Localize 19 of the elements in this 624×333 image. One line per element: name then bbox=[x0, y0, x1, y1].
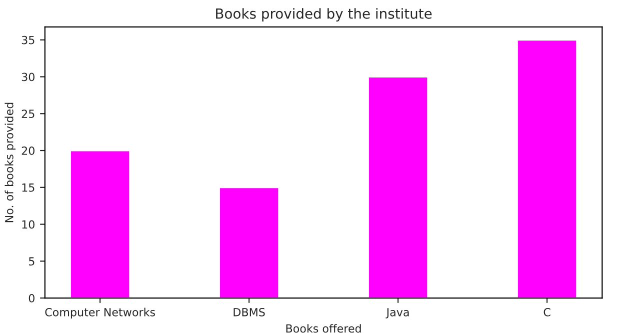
y-tick-label: 30 bbox=[22, 72, 34, 82]
y-tick-label: 5 bbox=[28, 257, 34, 266]
y-axis-title: No. of books provided bbox=[4, 102, 16, 222]
x-axis-title: Books offered bbox=[286, 324, 361, 333]
bar bbox=[368, 76, 429, 298]
x-tick-label: DBMS bbox=[234, 308, 265, 316]
y-tick-label: 10 bbox=[22, 220, 34, 229]
y-tick-label: 35 bbox=[22, 36, 34, 44]
bar bbox=[218, 186, 280, 298]
chart-title: Books provided by the institute bbox=[216, 8, 432, 22]
y-tick-label: 15 bbox=[22, 184, 34, 192]
y-tick-label: 0 bbox=[28, 294, 34, 302]
x-tick-label: Java bbox=[386, 308, 409, 318]
bar bbox=[516, 39, 578, 298]
y-tick-label: 20 bbox=[22, 146, 34, 155]
x-tick-label: Computer Networks bbox=[45, 308, 155, 319]
x-tick-label: C bbox=[544, 308, 550, 316]
y-tick-label: 25 bbox=[22, 110, 34, 118]
bar bbox=[70, 150, 131, 298]
